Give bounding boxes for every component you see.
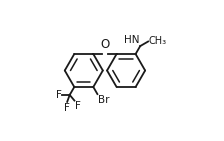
- Text: Br: Br: [98, 95, 110, 105]
- Text: F: F: [64, 103, 70, 113]
- Text: HN: HN: [124, 35, 140, 45]
- Text: F: F: [75, 101, 81, 111]
- Text: O: O: [100, 38, 110, 51]
- Text: F: F: [56, 90, 62, 100]
- Text: CH₃: CH₃: [149, 36, 167, 46]
